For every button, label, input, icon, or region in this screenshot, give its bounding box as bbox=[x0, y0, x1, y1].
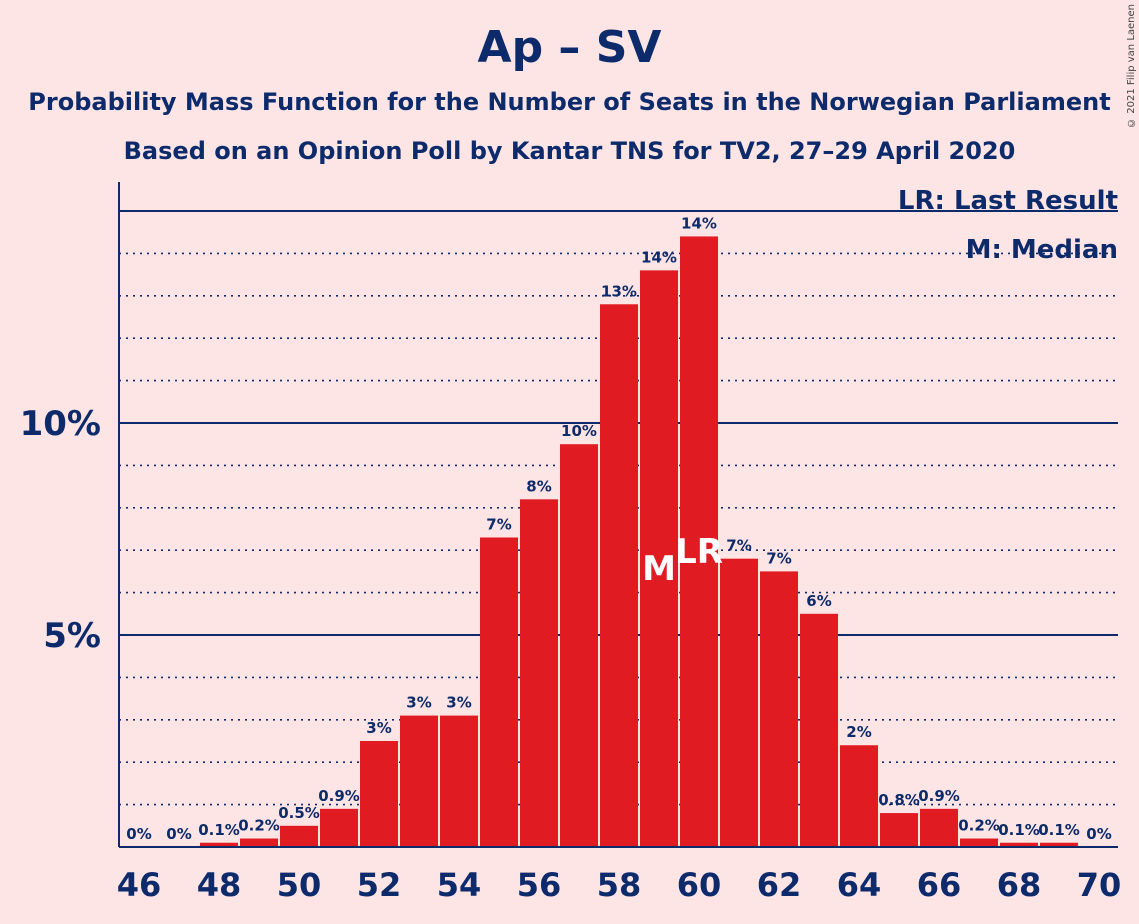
bar-seat-51 bbox=[320, 808, 358, 847]
data-label-seat-57: 10% bbox=[561, 422, 597, 440]
data-label-seat-53: 3% bbox=[406, 694, 431, 712]
bar-seat-65 bbox=[880, 813, 918, 847]
x-tick-label: 60 bbox=[677, 866, 722, 904]
data-label-seat-59: 14% bbox=[641, 248, 677, 266]
x-tick-label: 56 bbox=[517, 866, 562, 904]
data-label-seat-67: 0.2% bbox=[958, 817, 1000, 835]
x-tick-label: 68 bbox=[997, 866, 1042, 904]
legend-median: M: Median bbox=[966, 235, 1118, 265]
x-tick-label: 64 bbox=[837, 866, 882, 904]
y-tick-label: 5% bbox=[43, 616, 101, 656]
y-tick-label: 10% bbox=[20, 404, 101, 444]
chart-title: Ap – SV bbox=[477, 22, 662, 73]
bar-seat-53 bbox=[400, 715, 438, 847]
x-tick-label: 50 bbox=[277, 866, 322, 904]
bar-seat-68 bbox=[1000, 842, 1038, 847]
data-label-seat-51: 0.9% bbox=[318, 787, 360, 805]
bar-seat-58 bbox=[600, 304, 638, 847]
legend-last-result: LR: Last Result bbox=[898, 186, 1118, 216]
x-tick-label: 66 bbox=[917, 866, 962, 904]
x-tick-label: 62 bbox=[757, 866, 802, 904]
bars bbox=[200, 236, 1078, 847]
chart-subtitle-line1: Probability Mass Function for the Number… bbox=[28, 88, 1111, 116]
data-label-seat-68: 0.1% bbox=[998, 821, 1040, 839]
bar-seat-55 bbox=[480, 537, 518, 847]
bar-seat-66 bbox=[920, 808, 958, 847]
bar-seat-49 bbox=[240, 838, 278, 847]
bar-seat-56 bbox=[520, 499, 558, 847]
data-label-seat-62: 7% bbox=[766, 549, 791, 567]
bar-seat-64 bbox=[840, 745, 878, 847]
x-tick-label: 48 bbox=[197, 866, 242, 904]
data-label-seat-69: 0.1% bbox=[1038, 821, 1080, 839]
data-label-seat-70: 0% bbox=[1086, 825, 1111, 843]
data-label-seat-66: 0.9% bbox=[918, 787, 960, 805]
x-tick-label: 46 bbox=[117, 866, 162, 904]
bar-seat-59 bbox=[640, 270, 678, 847]
x-tick-label: 54 bbox=[437, 866, 482, 904]
bar-seat-67 bbox=[960, 838, 998, 847]
median-marker: M bbox=[642, 549, 676, 589]
bar-seat-69 bbox=[1040, 842, 1078, 847]
data-label-seat-61: 7% bbox=[726, 537, 751, 555]
axes: 5% 10% 46 48 50 52 54 56 58 60 62 64 66 68 70 bbox=[20, 182, 1122, 904]
data-label-seat-48: 0.1% bbox=[198, 821, 240, 839]
bar-seat-61 bbox=[720, 558, 758, 847]
data-label-seat-65: 0.8% bbox=[878, 791, 920, 809]
last-result-marker: LR bbox=[675, 532, 723, 572]
bar-seat-50 bbox=[280, 825, 318, 847]
data-label-seat-63: 6% bbox=[806, 592, 831, 610]
bar-seat-60 bbox=[680, 236, 718, 847]
bar-seat-57 bbox=[560, 444, 598, 847]
bar-seat-62 bbox=[760, 571, 798, 847]
chart-subtitle-line2: Based on an Opinion Poll by Kantar TNS f… bbox=[123, 137, 1016, 165]
data-label-seat-55: 7% bbox=[486, 515, 511, 533]
data-label-seat-49: 0.2% bbox=[238, 817, 280, 835]
data-label-seat-56: 8% bbox=[526, 477, 551, 495]
data-label-seat-46: 0% bbox=[126, 825, 151, 843]
bar-seat-52 bbox=[360, 741, 398, 847]
bar-seat-48 bbox=[200, 842, 238, 847]
data-label-seat-58: 13% bbox=[601, 282, 637, 300]
data-labels: 0% 0% 0.1%0.2%0.5%0.9%3%3% 3%7%8%10%13%14%1… bbox=[126, 214, 1111, 843]
bar-seat-63 bbox=[800, 613, 838, 847]
data-label-seat-60: 14% bbox=[681, 214, 717, 232]
x-tick-label: 58 bbox=[597, 866, 642, 904]
x-tick-label: 70 bbox=[1077, 866, 1122, 904]
bar-seat-54 bbox=[440, 715, 478, 847]
data-label-seat-54: 3% bbox=[446, 694, 471, 712]
data-label-seat-47: 0% bbox=[166, 825, 191, 843]
x-tick-label: 52 bbox=[357, 866, 402, 904]
data-label-seat-52: 3% bbox=[366, 719, 391, 737]
data-label-seat-50: 0.5% bbox=[278, 804, 320, 822]
data-label-seat-64: 2% bbox=[846, 723, 871, 741]
